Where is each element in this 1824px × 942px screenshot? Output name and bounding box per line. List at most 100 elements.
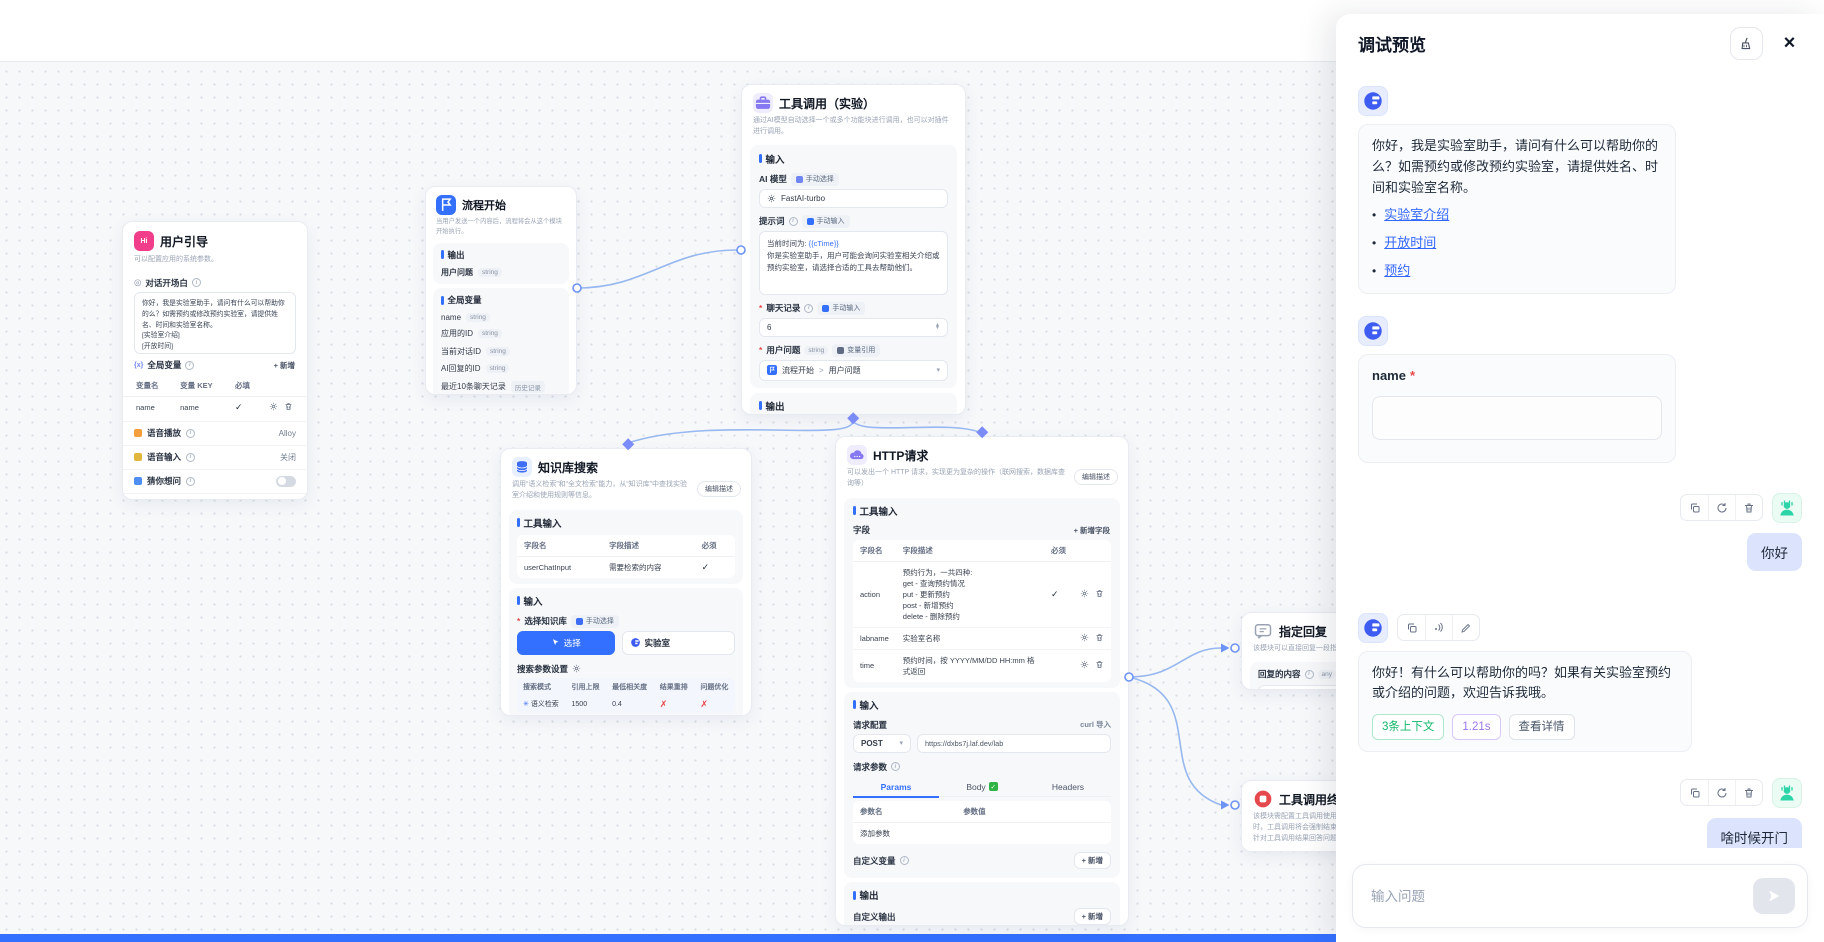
table-row[interactable]: 添加参数 xyxy=(860,829,890,839)
add-global-var-button[interactable]: + 新增 xyxy=(273,360,295,370)
schedule-row[interactable]: 定时执行 i 未开启 xyxy=(123,492,307,499)
history-count-input[interactable]: 6 ▲ ▼ xyxy=(759,317,948,337)
question-guide-row[interactable]: 猜你想问 i xyxy=(123,468,307,493)
link-lab-intro[interactable]: 实验室介绍 xyxy=(1384,207,1450,223)
node-user-guide[interactable]: Hi 用户引导 可以配置应用的系统参数。 ◎ 对话开场白 i 你好，我是实验室助… xyxy=(122,221,308,500)
manual-select-badge[interactable]: 手动选择 xyxy=(570,614,619,628)
delete-icon[interactable] xyxy=(1095,589,1104,598)
fastgpt-logo-icon xyxy=(1362,90,1384,112)
info-icon: i xyxy=(186,428,196,438)
connector-kbsearch-tool-in[interactable] xyxy=(622,438,635,451)
edit-button[interactable] xyxy=(1452,615,1479,641)
output-section: 输出 自定义输出 +新增 变量名 数据类型 result i string 原始… xyxy=(844,882,1120,925)
delete-button[interactable] xyxy=(1735,780,1762,806)
voice-play-row[interactable]: 语音播放 i Alloy xyxy=(123,420,307,445)
kb-item-button[interactable]: 实验室 xyxy=(621,630,735,655)
settings-icon[interactable] xyxy=(1080,589,1089,598)
copy-icon xyxy=(1406,622,1418,634)
node-subtitle: 通过AI模型自动选择一个或多个功能块进行调用，也可以对插件进行调用。 xyxy=(753,117,949,135)
tab-headers[interactable]: Headers xyxy=(1051,781,1085,792)
connector-reply-in[interactable] xyxy=(1230,643,1240,653)
settings-icon[interactable] xyxy=(1080,660,1089,669)
connector-flowstart-out[interactable] xyxy=(572,283,582,293)
connector-http-out[interactable] xyxy=(1124,672,1134,682)
stepper-down-icon[interactable]: ▼ xyxy=(935,325,940,332)
add-custom-var-button[interactable]: + 新增 xyxy=(1073,852,1111,870)
close-panel-button[interactable]: × xyxy=(1783,32,1796,54)
voice-input-row[interactable]: 语音输入 i 关闭 xyxy=(123,444,307,469)
select-badge-icon xyxy=(575,617,583,625)
output-item: 用户问题 xyxy=(441,268,473,277)
variable-ref-badge[interactable]: 变量引用 xyxy=(832,343,881,357)
node-subtitle: 该模块可以直接回复一段指定的内容。常用于引导、提示。 xyxy=(1253,645,1410,652)
tab-body[interactable]: Body ✓ xyxy=(966,781,998,792)
name-field[interactable] xyxy=(1372,395,1662,440)
bullet-icon: • xyxy=(1372,208,1377,223)
chevron-down-icon: ▾ xyxy=(899,740,903,748)
context-count-badge[interactable]: 3条上下文 xyxy=(1372,714,1445,740)
settings-gear-icon[interactable] xyxy=(572,664,581,673)
read-aloud-button[interactable] xyxy=(1425,615,1452,641)
node-http-request[interactable]: HTTP请求 可以发出一个 HTTP 请求，实现更为复杂的操作（联网搜索，数据库… xyxy=(835,436,1129,926)
curl-import-button[interactable]: curl 导入 xyxy=(1080,720,1111,730)
node-kb-search[interactable]: 知识库搜索 调用“语义检索”和“全文检索”能力，从“知识库”中查找实验室介绍和使… xyxy=(500,448,752,716)
copy-button[interactable] xyxy=(1681,495,1708,520)
check-icon: ✓ xyxy=(701,561,710,572)
view-details-button[interactable]: 查看详情 xyxy=(1508,714,1575,740)
add-custom-output-button[interactable]: + 新增 xyxy=(1073,908,1111,925)
tool-input-section: 工具输入 字段名 字段描述 必须 userChatInput 需要检索的内容 ✓ xyxy=(509,509,743,584)
delete-icon[interactable] xyxy=(1095,660,1104,669)
settings-icon[interactable] xyxy=(1080,633,1089,642)
bot-message-actions xyxy=(1358,612,1480,643)
pencil-icon xyxy=(1460,622,1472,634)
clear-chat-button[interactable] xyxy=(1730,27,1763,60)
link-reserve[interactable]: 预约 xyxy=(1384,262,1411,278)
url-input[interactable]: https://dxbs7j.laf.dev/lab xyxy=(917,733,1111,753)
select-kb-button[interactable]: 选择 xyxy=(517,630,615,655)
tab-params[interactable]: Params xyxy=(853,778,939,798)
manual-input-badge[interactable]: 手动输入 xyxy=(801,214,850,228)
edit-description-button[interactable]: 编辑描述 xyxy=(697,481,741,497)
retry-button[interactable] xyxy=(1708,495,1735,521)
retry-button[interactable] xyxy=(1708,780,1735,806)
question-ref-select[interactable]: 流程开始 > 用户问题 ▾ xyxy=(759,359,948,381)
bullet-icon: • xyxy=(1372,235,1377,250)
copy-button[interactable] xyxy=(1681,780,1708,805)
prompt-textarea[interactable]: 当前时间为: {{cTime}} 你是实验室助手，用户可能会询问实验室相关介绍或预… xyxy=(759,230,948,295)
connector-toolcall-tools[interactable] xyxy=(847,412,860,425)
input-section: 输入 * 选择知识库 手动选择 选择 实验室 搜索参数设置 搜索模式 xyxy=(509,587,743,715)
var-key-cell: name xyxy=(180,402,199,412)
link-open-hours[interactable]: 开放时间 xyxy=(1384,235,1437,251)
variable-icon: {x} xyxy=(134,361,144,369)
add-field-button[interactable]: + 新增字段 xyxy=(1073,525,1110,535)
info-icon: i xyxy=(191,278,201,288)
stepper-up-icon[interactable]: ▲ xyxy=(935,322,940,329)
copy-button[interactable] xyxy=(1398,615,1425,640)
delete-icon[interactable] xyxy=(1095,633,1104,642)
question-guide-toggle[interactable] xyxy=(276,475,296,487)
user-message-actions xyxy=(1680,492,1802,523)
connector-toolcall-in[interactable] xyxy=(736,245,746,255)
tool-input-section: 工具输入 字段 + 新增字段 字段名 字段描述 必须 action 预约行为，一共… xyxy=(844,497,1120,688)
connector-http-tool-in[interactable] xyxy=(976,426,989,439)
method-select[interactable]: POST ▾ xyxy=(853,733,911,753)
tool-call-icon xyxy=(753,93,773,113)
node-tool-call[interactable]: 工具调用（实验） 通过AI模型自动选择一个或多个功能块进行调用，也可以对插件进行… xyxy=(741,84,966,415)
global-item: 最近10条聊天记录 xyxy=(441,382,506,391)
sound-icon xyxy=(1433,622,1445,634)
model-select[interactable]: FastAI-turbo xyxy=(759,188,948,208)
tool-input-table: 字段名 字段描述 必须 userChatInput 需要检索的内容 ✓ xyxy=(517,534,735,578)
delete-button[interactable] xyxy=(1735,495,1762,521)
manual-select-badge[interactable]: 手动选择 xyxy=(790,172,839,186)
settings-icon[interactable] xyxy=(269,402,278,411)
table-row: time 预约时间，按 YYYY/MM/DD HH:mm 格式返回 xyxy=(853,649,1111,682)
manual-input-badge[interactable]: 手动输入 xyxy=(817,301,866,315)
connector-toolstop-in[interactable] xyxy=(1230,800,1240,810)
opening-textarea[interactable]: 你好，我是实验室助手，请问有什么可以帮助你的么？如需预约或修改预约实验室，请提供… xyxy=(134,291,296,354)
question-input[interactable] xyxy=(1371,888,1753,904)
edit-description-button[interactable]: 编辑描述 xyxy=(1074,469,1118,485)
node-subtitle: 当用户发送一个内容后，流程将会从这个模块开始执行。 xyxy=(436,218,562,235)
node-flow-start[interactable]: 流程开始 当用户发送一个内容后，流程将会从这个模块开始执行。 输出 用户问题 st… xyxy=(425,186,577,395)
delete-icon[interactable] xyxy=(284,402,293,411)
send-button[interactable] xyxy=(1753,878,1795,914)
